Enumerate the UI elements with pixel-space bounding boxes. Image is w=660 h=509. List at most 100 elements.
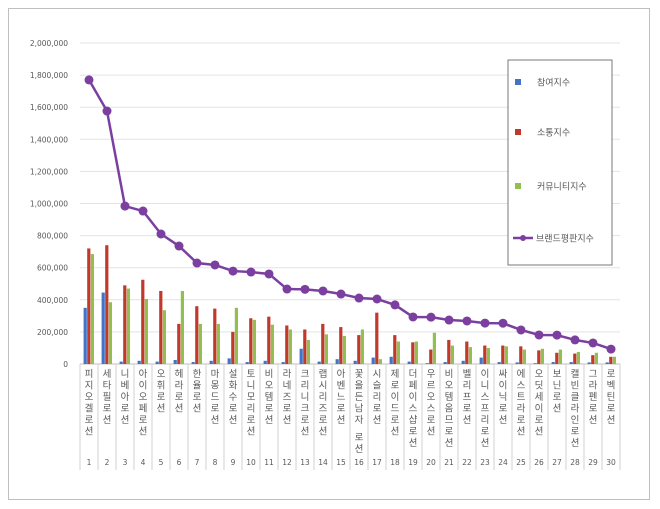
line-point <box>228 266 238 276</box>
y-tick-label: 1,000,000 <box>30 200 68 209</box>
line-point <box>534 330 544 340</box>
line-point <box>606 344 616 354</box>
y-tick-label: 1,600,000 <box>30 103 68 112</box>
x-rank-label: 19 <box>408 458 418 467</box>
line-point <box>552 330 562 340</box>
bar-커뮤니티지수 <box>432 332 436 364</box>
bar-커뮤니티지수 <box>288 329 292 364</box>
bar-소통지수 <box>339 327 343 364</box>
x-rank-label: 23 <box>480 458 490 467</box>
bar-참여지수 <box>353 360 357 364</box>
line-point <box>156 229 166 239</box>
bar-커뮤니티지수 <box>612 356 616 364</box>
bar-참여지수 <box>209 360 213 364</box>
line-point <box>174 241 184 251</box>
x-rank-label: 5 <box>159 458 164 467</box>
bar-참여지수 <box>461 360 465 364</box>
legend-swatch <box>515 129 521 135</box>
bar-소통지수 <box>141 279 145 364</box>
x-rank-label: 9 <box>231 458 236 467</box>
bar-소통지수 <box>483 345 487 364</box>
bar-참여지수 <box>533 363 537 364</box>
bar-참여지수 <box>137 360 141 364</box>
x-rank-label: 30 <box>606 458 616 467</box>
bar-참여지수 <box>299 348 303 364</box>
bar-소통지수 <box>465 341 469 364</box>
bar-소통지수 <box>249 318 253 364</box>
bar-커뮤니티지수 <box>522 349 526 364</box>
line-point <box>390 300 400 310</box>
bar-소통지수 <box>285 325 289 364</box>
bar-커뮤니티지수 <box>252 319 256 364</box>
y-tick-label: 0 <box>63 360 68 369</box>
bar-소통지수 <box>159 290 163 364</box>
bar-소통지수 <box>573 353 577 364</box>
x-rank-label: 17 <box>372 458 382 467</box>
line-point <box>300 284 310 294</box>
bar-소통지수 <box>321 323 325 364</box>
x-rank-label: 3 <box>123 458 128 467</box>
line-point <box>498 318 508 328</box>
bar-참여지수 <box>371 357 375 364</box>
line-point <box>210 260 220 270</box>
legend-label: 커뮤니티지수 <box>537 182 587 193</box>
bar-커뮤니티지수 <box>90 254 94 364</box>
bar-소통지수 <box>393 335 397 364</box>
y-tick-label: 1,400,000 <box>30 135 68 144</box>
y-tick-label: 2,000,000 <box>30 39 68 48</box>
line-point <box>318 286 328 296</box>
x-rank-label: 24 <box>498 458 508 467</box>
x-rank-label: 8 <box>213 458 218 467</box>
y-tick-label: 800,000 <box>37 232 68 241</box>
bar-커뮤니티지수 <box>198 323 202 364</box>
bar-커뮤니티지수 <box>378 359 382 364</box>
line-point <box>84 75 94 85</box>
x-rank-label: 4 <box>141 458 146 467</box>
x-rank-label: 25 <box>516 458 526 467</box>
bar-커뮤니티지수 <box>234 307 238 364</box>
legend-swatch <box>515 183 521 189</box>
x-rank-label: 7 <box>195 458 200 467</box>
x-rank-label: 11 <box>264 458 274 467</box>
legend-label: 브랜드평판지수 <box>536 234 594 245</box>
y-tick-label: 1,200,000 <box>30 167 68 176</box>
line-point <box>570 335 580 345</box>
x-rank-label: 26 <box>534 458 544 467</box>
bar-커뮤니티지수 <box>450 345 454 364</box>
bar-소통지수 <box>303 329 307 364</box>
bar-소통지수 <box>123 285 127 364</box>
bar-커뮤니티지수 <box>306 339 310 364</box>
line-point <box>462 316 472 326</box>
bar-참여지수 <box>407 361 411 364</box>
x-rank-label: 28 <box>570 458 580 467</box>
bar-커뮤니티지수 <box>270 324 274 364</box>
line-point <box>354 293 364 303</box>
bar-참여지수 <box>551 362 555 364</box>
bar-참여지수 <box>263 360 267 364</box>
bar-소통지수 <box>447 339 451 364</box>
line-point <box>138 206 148 216</box>
bar-소통지수 <box>591 355 595 364</box>
bar-참여지수 <box>191 362 195 364</box>
bar-참여지수 <box>443 362 447 364</box>
bar-소통지수 <box>213 308 217 364</box>
x-rank-label: 10 <box>246 458 256 467</box>
line-point <box>516 325 526 335</box>
x-rank-label: 16 <box>354 458 364 467</box>
